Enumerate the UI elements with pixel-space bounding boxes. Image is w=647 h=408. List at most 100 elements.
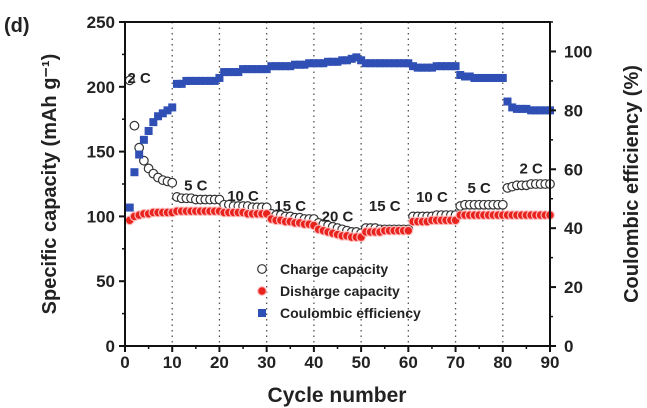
legend-marker-3	[258, 309, 266, 317]
data-point-coulombic-efficiency	[479, 73, 488, 82]
data-point-coulombic-efficiency	[437, 62, 446, 71]
y-right-tick-label: 20	[564, 278, 583, 297]
data-point-coulombic-efficiency	[262, 65, 271, 74]
data-point-coulombic-efficiency	[527, 106, 536, 115]
data-point-coulombic-efficiency	[531, 106, 540, 115]
data-point-coulombic-efficiency	[470, 73, 479, 82]
data-point-coulombic-efficiency	[380, 59, 389, 68]
rate-label: 10 C	[416, 189, 448, 206]
data-point-coulombic-efficiency	[338, 56, 347, 65]
data-point-coulombic-efficiency	[409, 62, 418, 71]
rate-label: 2 C	[519, 161, 543, 178]
rate-label: 2 C	[127, 70, 151, 87]
data-point-coulombic-efficiency	[267, 62, 276, 71]
x-tick-label: 20	[210, 353, 229, 372]
data-point-coulombic-efficiency	[291, 60, 299, 69]
data-point-coulombic-efficiency	[522, 104, 531, 113]
x-tick-label: 60	[399, 353, 418, 372]
data-point-coulombic-efficiency	[465, 72, 474, 81]
data-point-disharge-capacity	[403, 225, 414, 236]
data-point-coulombic-efficiency	[517, 104, 526, 113]
rate-label: 15 C	[274, 198, 306, 215]
data-point-coulombic-efficiency	[347, 54, 356, 63]
data-point-coulombic-efficiency	[328, 57, 337, 66]
data-point-coulombic-efficiency	[144, 126, 153, 135]
data-point-coulombic-efficiency	[361, 59, 370, 68]
data-point-coulombic-efficiency	[309, 59, 318, 68]
data-point-coulombic-efficiency	[446, 62, 455, 71]
y-tick-label: 200	[87, 78, 115, 97]
rate-label: 5 C	[184, 177, 208, 194]
data-point-coulombic-efficiency	[234, 68, 243, 77]
data-point-coulombic-efficiency	[494, 73, 503, 82]
data-point-coulombic-efficiency	[418, 63, 427, 72]
panel-label: (d)	[4, 15, 30, 37]
data-point-coulombic-efficiency	[423, 63, 432, 72]
data-point-charge-capacity	[497, 199, 508, 210]
y-tick-label: 100	[87, 207, 115, 226]
y-right-tick-label: 80	[564, 101, 583, 120]
x-tick-label: 90	[541, 353, 560, 372]
data-point-coulombic-efficiency	[158, 109, 167, 118]
data-point-coulombic-efficiency	[475, 73, 484, 82]
data-point-coulombic-efficiency	[461, 72, 469, 81]
legend-label: Disharge capacity	[280, 283, 400, 299]
data-point-coulombic-efficiency	[512, 104, 521, 113]
data-point-coulombic-efficiency	[281, 62, 290, 71]
data-point-coulombic-efficiency	[187, 76, 196, 85]
data-point-coulombic-efficiency	[248, 65, 257, 74]
data-point-coulombic-efficiency	[399, 59, 408, 68]
x-tick-label: 30	[257, 353, 276, 372]
data-point-coulombic-efficiency	[366, 59, 375, 68]
data-point-coulombic-efficiency	[456, 71, 465, 80]
data-point-coulombic-efficiency	[229, 68, 238, 77]
legend-label: Coulombic efficiency	[280, 305, 421, 321]
y-tick-label: 50	[96, 272, 115, 291]
x-tick-label: 50	[352, 353, 371, 372]
rate-label: 10 C	[227, 188, 259, 205]
rate-label: 20 C	[322, 209, 354, 226]
y-axis-right-label: Coulombic efficiency (%)	[621, 65, 643, 303]
data-point-coulombic-efficiency	[239, 65, 248, 74]
data-point-coulombic-efficiency	[394, 59, 403, 68]
legend-marker-2	[257, 286, 267, 296]
data-point-coulombic-efficiency	[503, 97, 512, 106]
data-point-coulombic-efficiency	[163, 106, 172, 115]
data-point-coulombic-efficiency	[191, 76, 200, 85]
y-tick-label: 150	[87, 143, 115, 162]
x-tick-label: 0	[120, 353, 129, 372]
data-point-coulombic-efficiency	[168, 103, 177, 112]
data-point-coulombic-efficiency	[210, 76, 219, 85]
data-point-coulombic-efficiency	[484, 73, 493, 82]
data-point-coulombic-efficiency	[272, 62, 281, 71]
data-point-coulombic-efficiency	[319, 59, 328, 68]
rate-label: 5 C	[467, 180, 491, 197]
data-point-coulombic-efficiency	[149, 118, 158, 127]
x-tick-label: 40	[304, 353, 323, 372]
data-point-coulombic-efficiency	[276, 62, 285, 71]
data-point-coulombic-efficiency	[257, 65, 266, 74]
data-point-coulombic-efficiency	[541, 106, 550, 115]
data-point-coulombic-efficiency	[182, 76, 191, 85]
data-point-coulombic-efficiency	[139, 135, 148, 144]
legend: Charge capacity Disharge capacity Coulombi…	[257, 261, 421, 321]
data-point-coulombic-efficiency	[172, 79, 181, 88]
data-point-coulombic-efficiency	[489, 73, 498, 82]
y-axis-label: Specific capacity (mAh g⁻¹)	[39, 54, 61, 315]
data-point-coulombic-efficiency	[243, 65, 252, 74]
rate-label: 15 C	[369, 198, 401, 215]
data-point-coulombic-efficiency	[376, 59, 384, 68]
y-right-tick-label: 100	[564, 42, 592, 61]
data-point-coulombic-efficiency	[333, 57, 342, 66]
y-right-tick-label: 60	[564, 160, 583, 179]
data-point-coulombic-efficiency	[220, 68, 229, 77]
data-point-coulombic-efficiency	[314, 59, 323, 68]
data-point-coulombic-efficiency	[442, 62, 451, 71]
data-point-coulombic-efficiency	[206, 76, 214, 85]
data-point-coulombic-efficiency	[253, 65, 262, 74]
y-tick-label: 0	[106, 337, 115, 356]
data-point-coulombic-efficiency	[196, 76, 205, 85]
data-point-coulombic-efficiency	[371, 59, 380, 68]
data-point-coulombic-efficiency	[342, 56, 351, 65]
x-tick-label: 70	[446, 353, 465, 372]
